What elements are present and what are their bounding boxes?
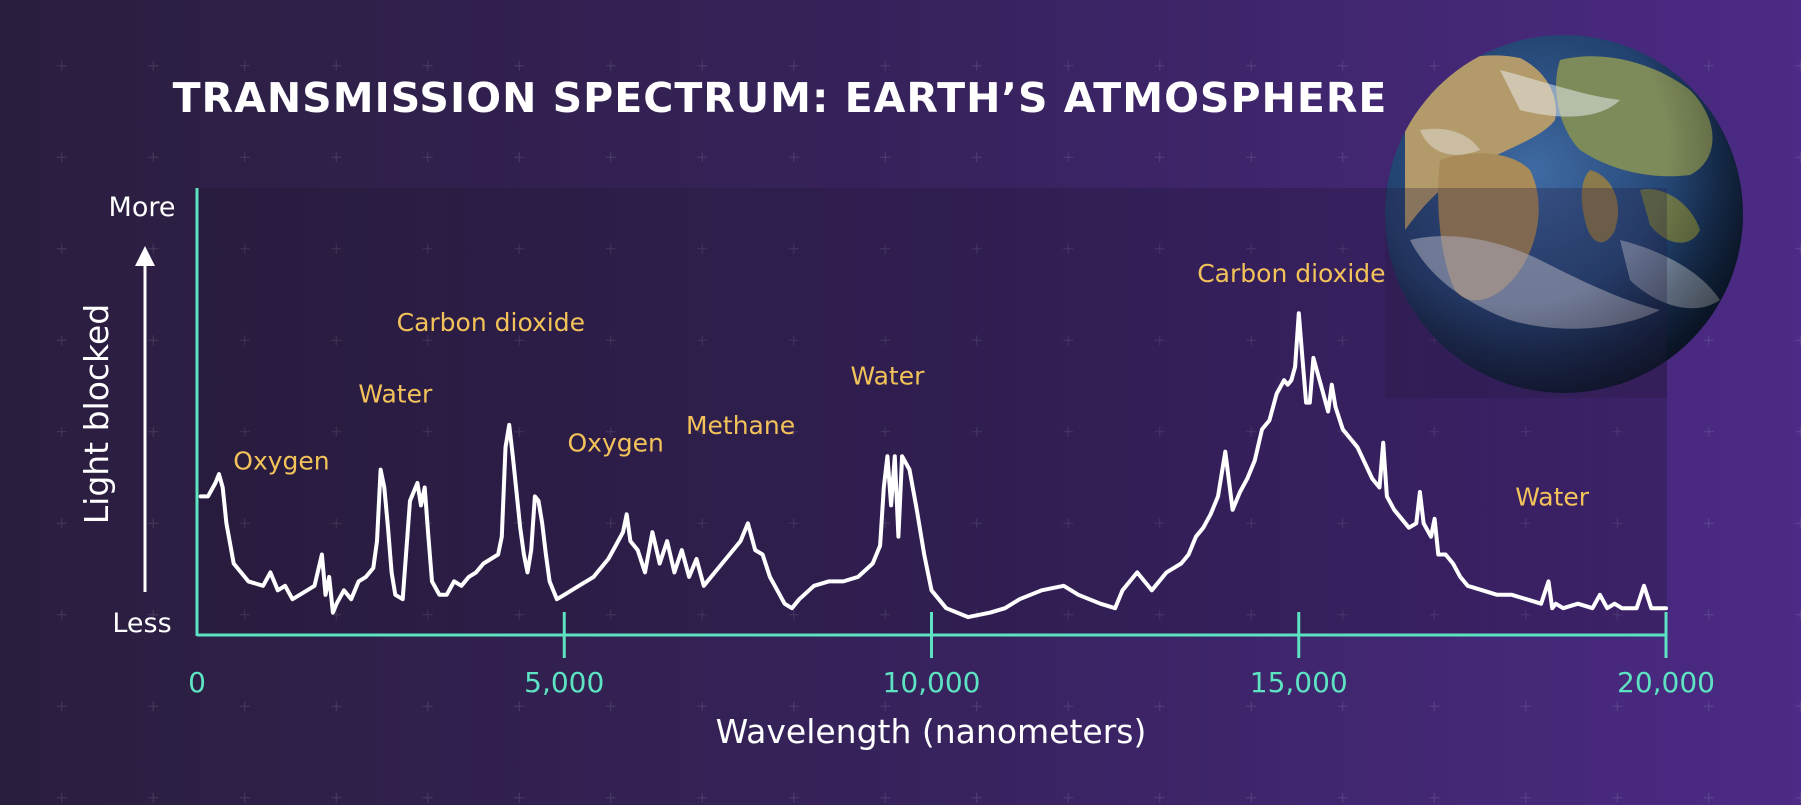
y-axis-top-label: More	[109, 192, 176, 223]
annotation-label: Water	[850, 362, 925, 391]
y-axis-bottom-label: Less	[112, 608, 171, 639]
annotation-label: Methane	[686, 411, 795, 440]
annotation-label: Water	[1515, 482, 1590, 511]
annotation-label: Oxygen	[567, 429, 663, 458]
y-axis-title: Light blocked	[77, 304, 116, 524]
annotation-label: Water	[358, 380, 433, 409]
annotation-label: Carbon dioxide	[1197, 259, 1385, 288]
x-tick-label: 20,000	[1617, 666, 1715, 699]
x-axis-ticks: 0 5,000 10,000 15,000 20,000	[188, 612, 1715, 699]
chart-title: TRANSMISSION SPECTRUM: EARTH’S ATMOSPHER…	[173, 74, 1388, 122]
x-tick-label: 5,000	[524, 666, 604, 699]
x-tick-label: 15,000	[1250, 666, 1348, 699]
y-axis-arrow-head	[135, 246, 155, 266]
x-tick-label: 10,000	[883, 666, 981, 699]
x-tick-label: 0	[188, 666, 206, 699]
earth-image	[1385, 35, 1743, 398]
annotation-label: Carbon dioxide	[397, 308, 585, 337]
molecule-labels: Oxygen Water Carbon dioxide Oxygen Methane Wa…	[233, 259, 1590, 512]
x-axis-title: Wavelength (nanometers)	[716, 712, 1147, 751]
annotation-label: Oxygen	[233, 447, 329, 476]
spectrum-line	[198, 311, 1668, 620]
